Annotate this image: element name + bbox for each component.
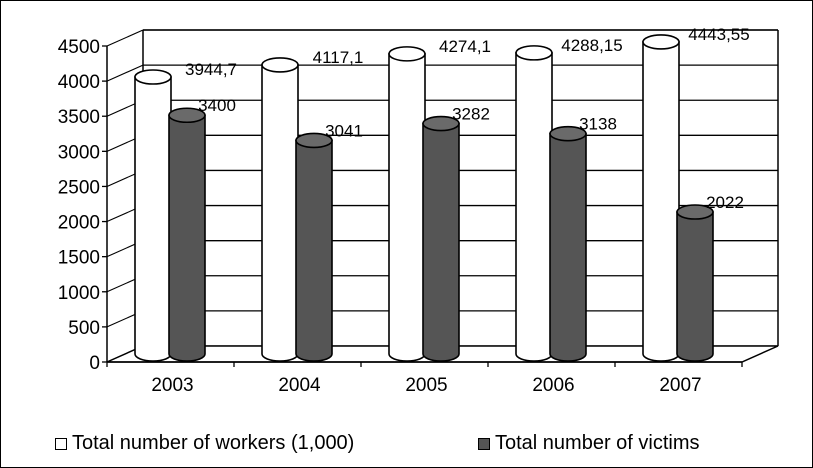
x-tick-label: 2004 — [278, 375, 321, 396]
legend-item-victims: Total number of victims — [478, 432, 700, 455]
data-label-workers-2003: 3944,7 — [185, 60, 237, 79]
bar-top-victims-2004 — [295, 132, 333, 149]
y-tick-label: 2500 — [58, 177, 100, 198]
bar-top-workers-2003 — [134, 69, 172, 85]
legend-swatch-victims — [478, 437, 490, 450]
bar-top-victims-2003 — [168, 107, 206, 124]
bar-top-workers-2004 — [261, 57, 299, 73]
x-tick-label: 2007 — [659, 375, 701, 396]
y-tick-label: 3500 — [58, 107, 100, 128]
data-label-workers-2006: 4288,15 — [561, 36, 622, 55]
bar-workers-2003 — [134, 76, 172, 362]
data-label-victims-2006: 3138 — [579, 115, 617, 134]
bar-top-victims-2005 — [422, 115, 460, 132]
bar-victims-2004 — [295, 139, 333, 362]
bar-victims-2007 — [676, 211, 714, 362]
bar-victims-2003 — [168, 114, 206, 362]
bar-workers-2006 — [515, 52, 553, 362]
bar-top-workers-2007 — [642, 34, 680, 50]
data-label-workers-2004: 4117,1 — [313, 48, 364, 67]
bar-victims-2005 — [422, 122, 460, 362]
legend-label-workers: Total number of workers (1,000) — [72, 432, 355, 454]
x-tick-label: 2003 — [151, 375, 193, 396]
bar-top-workers-2006 — [515, 45, 553, 61]
x-tick-label: 2006 — [532, 375, 574, 396]
bar-top-victims-2006 — [549, 125, 587, 142]
side-gridline — [106, 29, 144, 47]
data-label-workers-2005: 4274,1 — [439, 37, 491, 56]
bar-top-victims-2007 — [676, 204, 714, 220]
bar-victims-2006 — [549, 132, 587, 362]
y-tick-label: 3000 — [58, 142, 100, 163]
x-tick-label: 2005 — [405, 375, 447, 396]
bar-workers-2007 — [642, 41, 680, 362]
y-tick-label: 4500 — [58, 37, 100, 58]
y-tick-label: 1500 — [58, 248, 100, 269]
legend-item-workers: Total number of workers (1,000) — [55, 432, 354, 455]
data-label-victims-2007: 2022 — [706, 193, 744, 212]
bar-top-workers-2005 — [388, 46, 426, 62]
bar-workers-2005 — [388, 53, 426, 362]
data-label-victims-2003: 3400 — [198, 96, 236, 115]
y-tick-label: 4000 — [58, 72, 100, 93]
data-label-workers-2007: 4443,55 — [688, 25, 749, 44]
data-label-victims-2004: 3041 — [325, 121, 363, 140]
side-gridline — [106, 64, 144, 82]
data-label-victims-2005: 3282 — [452, 105, 490, 124]
bar-workers-2004 — [261, 64, 299, 362]
legend-swatch-workers — [55, 437, 67, 450]
y-tick-label: 1000 — [58, 283, 100, 304]
y-tick-label: 0 — [89, 353, 100, 374]
y-tick-label: 500 — [68, 318, 100, 339]
legend-label-victims: Total number of victims — [495, 432, 700, 454]
y-tick-label: 2000 — [58, 213, 100, 234]
